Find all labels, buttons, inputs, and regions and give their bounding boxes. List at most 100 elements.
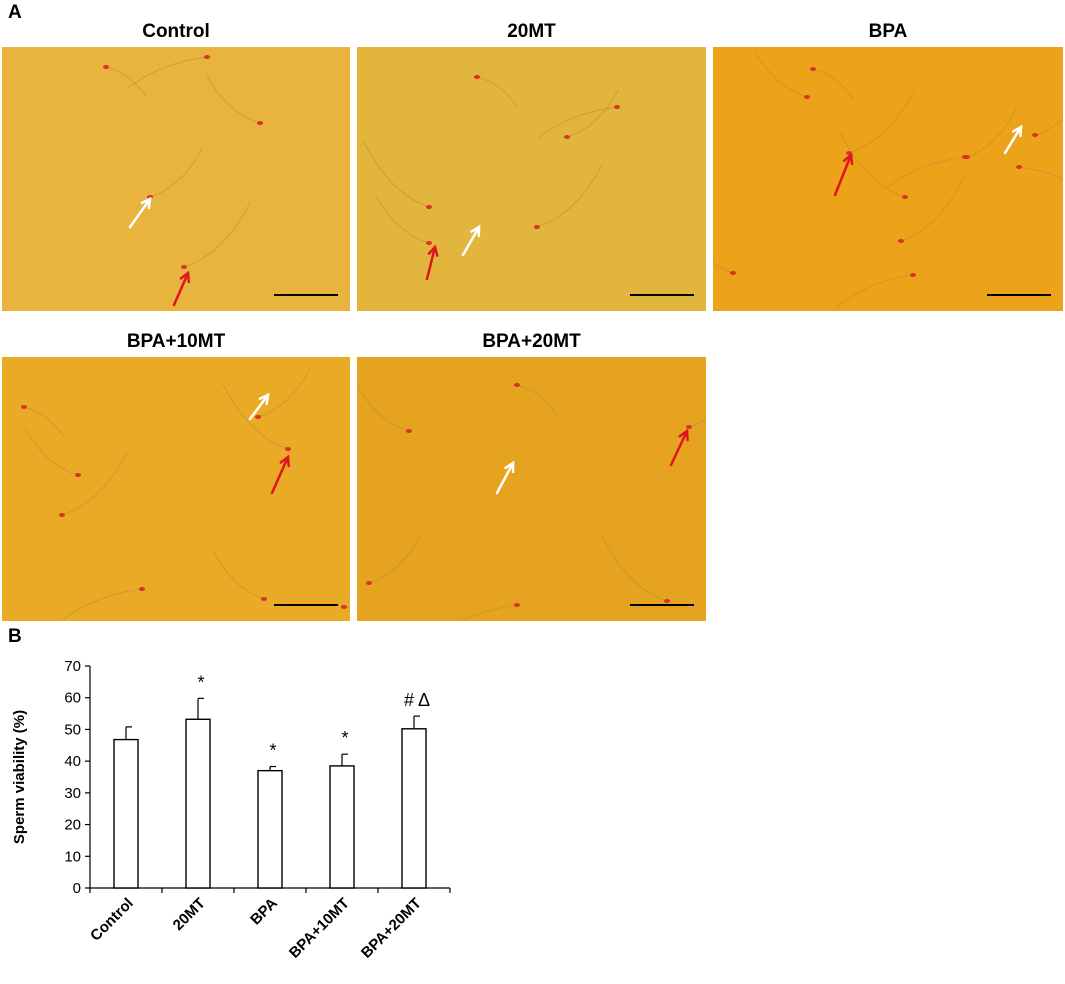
arrow-head [140, 196, 152, 210]
sperm-head [147, 195, 153, 199]
arrow-shaft [270, 455, 290, 495]
sperm-tail [460, 604, 518, 621]
sperm-tail [537, 106, 618, 139]
sperm-head [614, 105, 620, 109]
sperm-head [964, 155, 970, 159]
significance-marker: * [269, 741, 276, 761]
micrograph-bpa: BPA [713, 21, 1063, 311]
arrow-head [179, 270, 191, 284]
bar [257, 769, 283, 889]
sperm-head [664, 599, 670, 603]
sperm-head [341, 605, 347, 609]
micrograph-image [2, 47, 350, 311]
sperm-head [59, 513, 65, 517]
x-tick-label: BPA [247, 895, 281, 929]
arrow-head [279, 454, 290, 468]
sperm-tail [363, 141, 430, 208]
sperm-head [426, 241, 432, 245]
sperm-head [686, 425, 692, 429]
micrograph-background [2, 357, 350, 621]
micrograph-title: 20MT [507, 21, 556, 42]
sperm-tail [812, 68, 854, 100]
sperm-head [1032, 133, 1038, 137]
sperm-head [261, 597, 267, 601]
white-arrow-icon [248, 392, 270, 421]
red-arrow-icon [833, 152, 854, 197]
micrograph-bpa-10mt: BPA+10MT [2, 331, 350, 621]
white-arrow-icon [461, 224, 481, 257]
arrow-shaft [1003, 125, 1023, 155]
sperm-head [1016, 165, 1022, 169]
sperm-tail [885, 156, 966, 189]
sperm-tail [183, 202, 251, 268]
sperm-tail [839, 131, 906, 198]
red-arrow-icon [270, 454, 290, 495]
sperm-head [406, 429, 412, 433]
arrow-head [470, 224, 481, 238]
arrow-shaft [495, 461, 515, 495]
bar [329, 765, 355, 889]
micrograph-svg [713, 47, 1063, 311]
sperm-tail [206, 75, 261, 124]
sperm-tail [24, 427, 79, 476]
micrograph-image [713, 47, 1063, 311]
arrow-head [427, 244, 439, 257]
micrograph-svg [357, 47, 706, 311]
sperm-tail [966, 106, 1018, 158]
sperm-head [730, 271, 736, 275]
sperm-head [257, 121, 263, 125]
sperm-tail [566, 88, 620, 138]
micrograph-control: Control [2, 21, 350, 311]
white-arrow-icon [495, 460, 515, 495]
arrow-head [1011, 124, 1023, 138]
sperm-head [810, 67, 816, 71]
significance-marker: # Δ [404, 690, 430, 710]
y-tick-label: 20 [64, 817, 81, 834]
sperm-tail [835, 274, 914, 309]
red-arrow-icon [172, 270, 191, 307]
micrograph-svg [2, 47, 350, 311]
x-tick-label: Control [87, 895, 137, 945]
significance-marker: * [197, 672, 204, 692]
sperm-tail [105, 66, 147, 98]
y-tick-label: 0 [73, 880, 81, 897]
sperm-head [181, 265, 187, 269]
y-axis-label: Sperm viability (%) [11, 710, 28, 844]
sperm-head [75, 473, 81, 477]
micrograph-bpa-20mt: BPA+20MT [357, 331, 706, 621]
bar [401, 728, 427, 889]
sperm-tail [375, 195, 430, 244]
sperm-tail [601, 535, 668, 602]
sperm-head [474, 75, 480, 79]
micrograph-background [357, 357, 706, 621]
sperm-head [514, 603, 520, 607]
micrograph-title: BPA [868, 21, 908, 42]
sperm-head [285, 447, 291, 451]
significance-marker: * [341, 728, 348, 748]
sperm-tail [149, 148, 203, 198]
micrograph-title: BPA+10MT [126, 331, 226, 352]
sperm-head [514, 383, 520, 387]
sperm-viability-chart: 0 10 20 30 40 50 60 70 Sperm viability (%) Contro… [0, 640, 470, 984]
sperm-tail [127, 56, 208, 89]
sperm-head [534, 225, 540, 229]
arrow-shaft [461, 225, 481, 257]
micrograph-svg [2, 357, 350, 621]
white-arrow-icon [128, 196, 152, 229]
sperm-head [103, 65, 109, 69]
sperm-head [204, 55, 210, 59]
arrow-shaft [248, 393, 270, 421]
micrograph-image [2, 357, 350, 621]
sperm-tail [848, 88, 916, 154]
sperm-tail [688, 418, 706, 428]
arrow-shaft [669, 429, 689, 467]
micrograph-background [713, 47, 1063, 311]
micrograph-background [2, 47, 350, 311]
y-tick-label: 30 [64, 785, 81, 802]
micrograph-title: BPA+20MT [482, 331, 581, 352]
sperm-tail [536, 162, 604, 228]
y-tick-label: 60 [64, 690, 81, 707]
sperm-head [426, 205, 432, 209]
sperm-head [139, 587, 145, 591]
sperm-tail [713, 261, 734, 274]
